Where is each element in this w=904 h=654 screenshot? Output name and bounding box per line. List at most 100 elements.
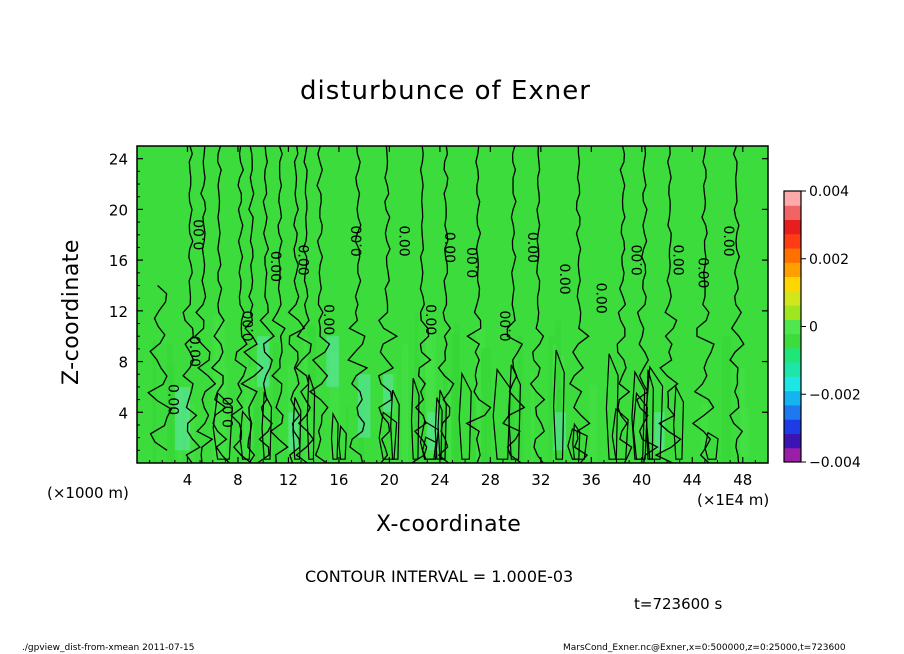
contour-line <box>261 391 273 460</box>
contour-label: 0.00 <box>524 232 540 263</box>
field-shade <box>307 325 316 463</box>
x-factor-label: (×1E4 m) <box>697 491 770 509</box>
colorbar-swatch <box>784 433 801 449</box>
y-tick-label: 20 <box>109 201 128 219</box>
field-shade <box>530 371 534 463</box>
footer-left: ./gpview_dist-from-xmean 2011-07-15 <box>22 643 195 653</box>
colorbar-swatch <box>784 233 801 249</box>
colorbar: 0.004 0.002 0 −0.002 −0.004 <box>783 184 861 471</box>
field-shade <box>742 408 749 463</box>
contour-line <box>502 145 526 464</box>
field-shade <box>548 336 555 463</box>
contour-line <box>704 431 719 460</box>
field-shade <box>263 380 270 463</box>
x-tick-label: 16 <box>329 471 348 489</box>
contour-label: 0.00 <box>556 264 572 295</box>
contour-line <box>390 389 400 460</box>
colorbar-tick-label: −0.004 <box>809 455 861 471</box>
contour-labels: 0.00 0.00 0.00 0.00 0.00 0.00 0.00 0.00 0.00 0.00… <box>165 219 736 428</box>
x-tick-label: 48 <box>733 471 752 489</box>
field-shade <box>424 320 432 463</box>
contour-line <box>552 349 565 460</box>
field-shade <box>739 367 745 463</box>
contour-line <box>458 371 472 460</box>
contour-lines <box>147 145 745 464</box>
colorbar-tick-label: 0.002 <box>809 252 849 268</box>
contour-line <box>437 145 455 464</box>
colorbar-tick-label: 0.004 <box>809 184 849 200</box>
colorbar-swatch <box>784 205 801 221</box>
contour-line <box>729 145 745 464</box>
colorbar-swatch <box>784 248 801 263</box>
contour-line <box>492 367 511 460</box>
contour-label: 0.00 <box>630 245 646 276</box>
contour-line <box>636 145 659 464</box>
chart-title: disturbunce of Exner <box>300 76 591 106</box>
contour-label: 0.00 <box>241 310 257 341</box>
contour-line <box>569 145 591 464</box>
contour-label: 0.00 <box>320 304 336 335</box>
contour-line <box>330 411 339 460</box>
contour-label: 0.00 <box>441 232 457 263</box>
x-tick-label: 20 <box>380 471 399 489</box>
x-tick-label: 44 <box>683 471 702 489</box>
contour-line <box>212 391 233 460</box>
contour-line <box>287 145 306 464</box>
field-shade <box>185 403 195 463</box>
contour-label: 0.00 <box>295 245 311 276</box>
y-tick-label: 8 <box>118 354 128 372</box>
contour-label: 0.00 <box>165 384 181 415</box>
contour-line <box>257 145 275 464</box>
field-shade <box>453 322 460 463</box>
negative-patch <box>383 374 394 413</box>
colorbar-swatch <box>784 219 801 235</box>
x-axis-label: X-coordinate <box>376 512 522 537</box>
field-shade <box>552 343 557 463</box>
contour-line <box>292 397 302 460</box>
x-tick-label: 8 <box>233 471 243 489</box>
colorbar-tick-label: 0 <box>809 320 818 336</box>
contour-line <box>572 422 581 460</box>
contour-line <box>616 145 633 464</box>
field-shade <box>329 351 340 463</box>
contour-label: 0.00 <box>350 226 366 257</box>
x-tick-label: 28 <box>481 471 500 489</box>
contour-label: 0.00 <box>669 245 685 276</box>
contour-line <box>294 145 315 464</box>
field-shade <box>222 366 228 463</box>
colorbar-swatch <box>784 191 801 206</box>
contour-label: 0.00 <box>720 226 736 257</box>
field-shade <box>345 406 349 463</box>
field-shade <box>480 347 491 463</box>
x-tick-label: 36 <box>582 471 601 489</box>
field-shade <box>169 364 175 463</box>
field-shade <box>470 400 476 463</box>
colorbar-swatch <box>784 347 801 363</box>
contour-label: 0.00 <box>395 226 411 257</box>
contour-line <box>673 384 685 460</box>
field-shade <box>448 383 452 463</box>
y-tick-label: 12 <box>109 303 128 321</box>
contour-line <box>422 436 437 460</box>
contour-line <box>529 145 546 464</box>
negative-patch <box>326 336 339 387</box>
contour-line <box>239 409 252 460</box>
contour-line <box>194 145 217 464</box>
footer-right: MarsCond_Exner.nc@Exner,x=0:500000,z=0:2… <box>563 643 846 653</box>
x-tick-label: 40 <box>632 471 651 489</box>
contour-line <box>654 145 682 464</box>
contour-line <box>230 145 252 464</box>
contour-label: 0.00 <box>186 336 202 367</box>
colorbar-swatch <box>784 305 801 320</box>
field-shade <box>152 340 157 463</box>
contour-label: 0.00 <box>267 251 283 282</box>
x-tick-label: 12 <box>279 471 298 489</box>
negative-patch <box>357 374 371 438</box>
y-tick-label: 16 <box>109 252 128 270</box>
contour-label: 0.00 <box>466 247 482 278</box>
contour-label: 0.00 <box>422 304 438 335</box>
contour-line <box>437 389 447 460</box>
contour-line <box>377 145 399 464</box>
contour-line <box>611 407 629 460</box>
